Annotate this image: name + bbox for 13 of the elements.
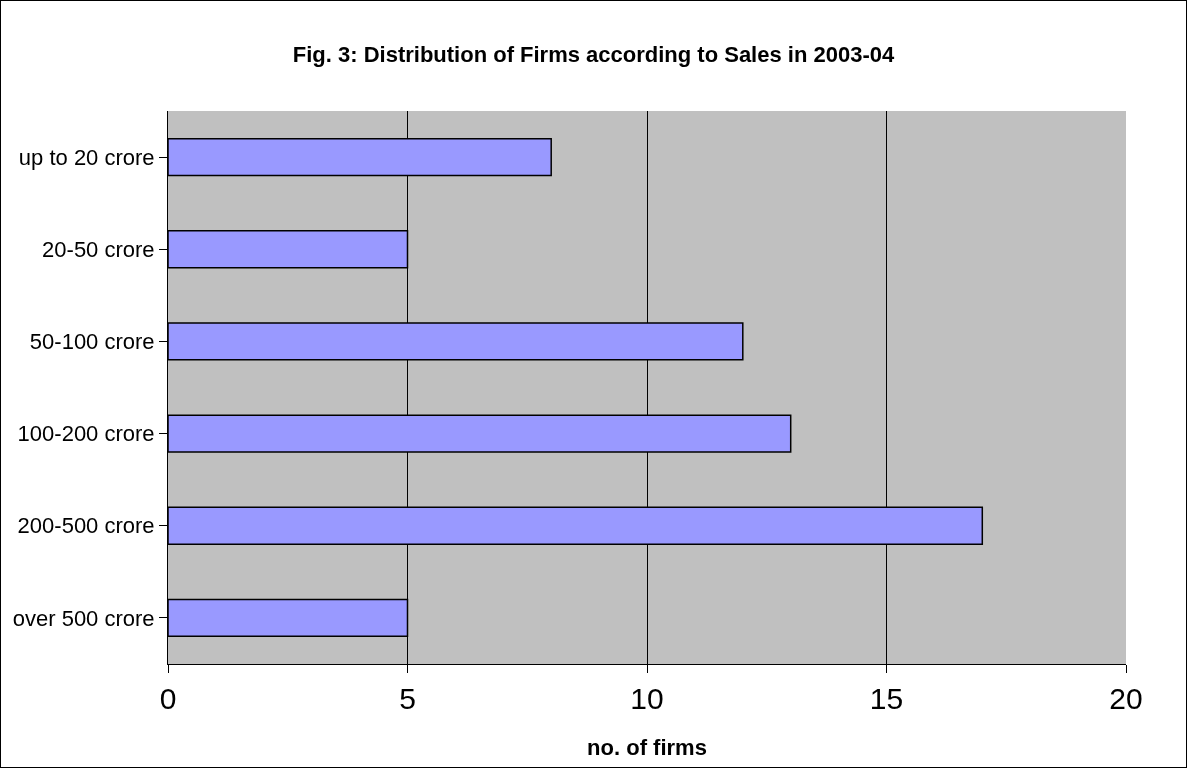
y-tick-label: 20-50 crore xyxy=(42,236,155,262)
y-tick-label: 100-200 crore xyxy=(17,421,155,447)
y-tick-label: 200-500 crore xyxy=(17,513,155,539)
y-tick-label: over 500 crore xyxy=(12,605,155,631)
y-tick-label: up to 20 crore xyxy=(18,144,155,170)
y-tick-label: 50-100 crore xyxy=(29,329,155,355)
x-axis-title: no. of firms xyxy=(587,734,707,760)
x-tick-label: 5 xyxy=(399,682,416,715)
x-tick-label: 20 xyxy=(1109,682,1143,715)
x-tick-label: 15 xyxy=(869,682,904,715)
x-tick-label: 10 xyxy=(630,682,664,715)
x-tick-label: 0 xyxy=(159,682,177,715)
chart-title: Fig. 3: Distribution of Firms according to Sales in 2003-04 xyxy=(292,42,895,68)
